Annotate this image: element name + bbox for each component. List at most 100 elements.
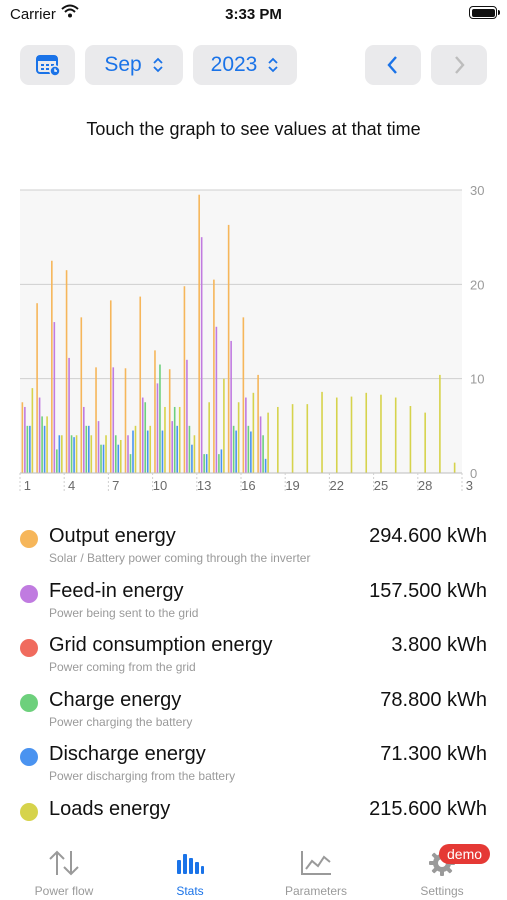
bar-output xyxy=(139,296,142,473)
bar-charge xyxy=(203,454,205,473)
legend-row: Loads energy 215.600 kWh xyxy=(0,793,507,843)
bar-loads xyxy=(31,388,34,473)
legend-title: Grid consumption energy xyxy=(49,634,273,656)
legend-subtitle: Power coming from the grid xyxy=(49,660,196,674)
bar-discharge xyxy=(220,449,223,473)
bar-output xyxy=(168,369,171,473)
year-picker[interactable]: 2023 xyxy=(193,45,297,85)
bar-charge xyxy=(41,416,43,473)
bar-feedin xyxy=(186,359,188,473)
bar-discharge xyxy=(88,425,90,473)
legend-row: Output energy Solar / Battery power comin… xyxy=(0,520,507,570)
bar-discharge xyxy=(102,444,105,473)
legend-row: Feed-in energy Power being sent to the gr… xyxy=(0,575,507,625)
bar-output xyxy=(65,270,68,473)
bar-feedin xyxy=(68,357,70,473)
bar-loads xyxy=(335,397,338,473)
bar-discharge xyxy=(161,430,164,473)
bar-discharge xyxy=(73,437,75,473)
legend-color-dot xyxy=(20,693,38,712)
bar-loads xyxy=(291,404,294,473)
x-tick-label: 10 xyxy=(153,478,167,493)
bar-feedin xyxy=(127,435,129,473)
bar-output xyxy=(242,317,245,473)
bar-discharge xyxy=(132,430,134,473)
bar-feedin xyxy=(141,397,144,473)
next-button[interactable] xyxy=(431,45,487,85)
tab-label: Power flow xyxy=(34,884,94,898)
tab-label: Stats xyxy=(176,884,204,898)
calendar-icon xyxy=(35,55,61,77)
bar-output xyxy=(154,350,156,473)
bar-output xyxy=(213,279,215,473)
bar-discharge xyxy=(264,458,267,473)
bar-loads xyxy=(277,406,279,473)
bar-loads xyxy=(223,378,225,473)
bar-discharge xyxy=(250,431,252,473)
bar-feedin xyxy=(83,406,85,473)
bar-loads xyxy=(306,404,309,473)
bar-output xyxy=(80,317,83,473)
bar-loads xyxy=(105,435,107,473)
x-tick-label: 25 xyxy=(374,478,388,493)
bar-discharge xyxy=(191,444,193,473)
bar-output xyxy=(124,368,127,473)
legend-color-dot xyxy=(20,748,38,766)
bar-charge xyxy=(26,425,29,473)
x-tick-label: 16 xyxy=(241,478,255,493)
legend-subtitle: Power being sent to the grid xyxy=(49,605,199,620)
legend-color-dot xyxy=(20,584,38,603)
bar-output xyxy=(21,402,24,473)
legend-value: 71.300 kWh xyxy=(380,743,487,765)
tab-power-flow[interactable]: Power flow xyxy=(1,840,127,900)
bar-output xyxy=(95,367,97,473)
bar-output xyxy=(36,303,38,473)
chevron-right-icon xyxy=(455,56,465,74)
tab-stats[interactable]: Stats xyxy=(127,840,253,900)
bar-discharge xyxy=(43,425,46,473)
bar-loads xyxy=(193,435,196,473)
bar-charge xyxy=(114,435,117,473)
bar-loads xyxy=(75,435,78,473)
bar-loads xyxy=(365,392,368,473)
legend-subtitle: Power charging the battery xyxy=(49,714,193,729)
bar-loads xyxy=(252,392,255,473)
x-tick-label: 13 xyxy=(197,478,211,493)
tab-settings[interactable]: Settings demo xyxy=(379,840,505,900)
bar-loads xyxy=(61,435,63,473)
bar-feedin xyxy=(24,406,26,473)
bar-feedin xyxy=(215,326,218,473)
bar-output xyxy=(109,300,112,473)
tab-parameters[interactable]: Parameters xyxy=(253,840,379,900)
calendar-button[interactable] xyxy=(20,45,75,85)
bar-feedin xyxy=(245,397,247,473)
bar-loads xyxy=(409,406,412,473)
chart-hint: Touch the graph to see values at that ti… xyxy=(86,119,421,139)
bar-output xyxy=(227,224,230,473)
clock: 3:33 PM xyxy=(225,6,282,23)
x-tick-label: 22 xyxy=(330,478,344,493)
bar-loads xyxy=(178,406,181,473)
previous-button[interactable] xyxy=(365,45,421,85)
bar-loads xyxy=(208,402,210,473)
demo-badge: demo xyxy=(439,844,491,864)
bar-feedin xyxy=(156,383,159,473)
date-toolbar: Sep 2023 xyxy=(0,45,507,87)
bar-loads xyxy=(439,374,441,473)
bar-chart-icon xyxy=(177,854,204,874)
month-picker[interactable]: Sep xyxy=(85,45,183,85)
y-tick-label: 10 xyxy=(470,372,484,387)
bar-output xyxy=(51,260,53,473)
year-value: 2023 xyxy=(210,53,258,76)
x-tick-label: 28 xyxy=(418,478,432,493)
legend-title: Feed-in energy xyxy=(49,579,184,602)
bar-discharge xyxy=(205,454,208,473)
legend-subtitle: Power discharging from the battery xyxy=(49,769,236,783)
battery-icon xyxy=(469,6,500,19)
legend-color-dot xyxy=(20,530,38,548)
x-tick-label: 1 xyxy=(24,478,31,493)
bar-feedin xyxy=(259,416,262,473)
bar-charge xyxy=(173,406,176,473)
bar-output xyxy=(198,194,200,473)
energy-bar-chart[interactable]: 0 10 20 30 1 4 7 10 13 16 19 22 25 28 3 xyxy=(0,176,507,496)
